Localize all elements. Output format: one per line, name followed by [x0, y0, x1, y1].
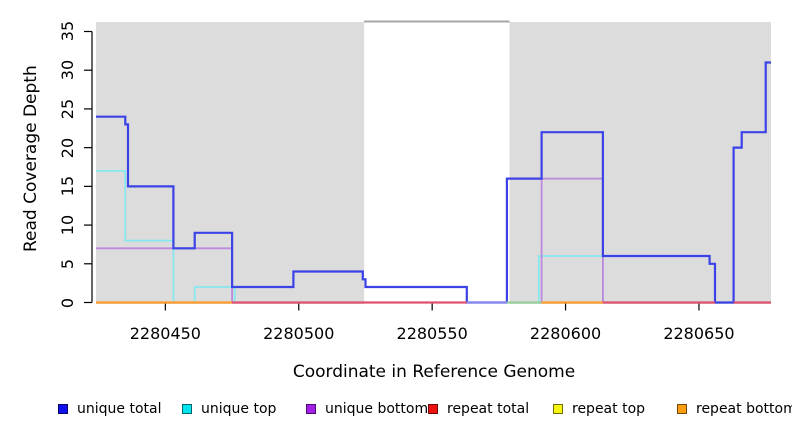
legend-swatch-unique-top	[182, 404, 192, 414]
x-tick-label: 2280550	[396, 324, 468, 343]
legend-swatch-repeat-top	[553, 404, 563, 414]
legend-label: repeat bottom	[696, 401, 792, 417]
x-tick-label: 2280600	[529, 324, 602, 343]
legend-label: repeat total	[447, 401, 530, 417]
y-tick-label: 5	[58, 258, 77, 269]
series-line-unique-total	[96, 61, 771, 304]
y-tick-label: 35	[58, 21, 77, 42]
x-axis-title: Coordinate in Reference Genome	[292, 362, 576, 382]
x-tick-label: 2280450	[129, 324, 201, 343]
legend-item: unique top	[182, 401, 276, 417]
x-tick-label: 2280500	[263, 324, 335, 343]
x-tick-label: 2280650	[663, 324, 735, 343]
y-tick-label: 0	[58, 297, 77, 308]
legend-swatch-repeat-bottom	[677, 404, 687, 414]
y-tick-label: 15	[58, 176, 77, 197]
y-tick-label: 25	[58, 98, 77, 120]
legend-swatch-repeat-total	[428, 404, 438, 414]
legend-label: unique top	[201, 401, 277, 417]
y-tick-label: 20	[58, 137, 77, 158]
legend-label: unique total	[77, 401, 162, 417]
legend-item: repeat total	[428, 401, 529, 417]
legend-item: repeat top	[553, 401, 645, 417]
legend-item: repeat bottom	[677, 401, 792, 417]
y-axis-title: Read Coverage Depth	[21, 65, 41, 252]
legend-label: repeat top	[572, 401, 646, 417]
y-tick-label: 10	[58, 214, 77, 236]
series-line-unique-top	[96, 170, 771, 304]
legend-swatch-unique-bottom	[306, 404, 316, 414]
shaded-region	[509, 22, 771, 304]
legend-label: unique bottom	[325, 401, 429, 417]
legend-item: unique bottom	[306, 401, 428, 417]
legend-item: unique total	[58, 401, 161, 417]
y-tick-label: 30	[58, 60, 77, 81]
shaded-region	[96, 22, 365, 304]
legend-swatch-unique-total	[58, 404, 68, 414]
